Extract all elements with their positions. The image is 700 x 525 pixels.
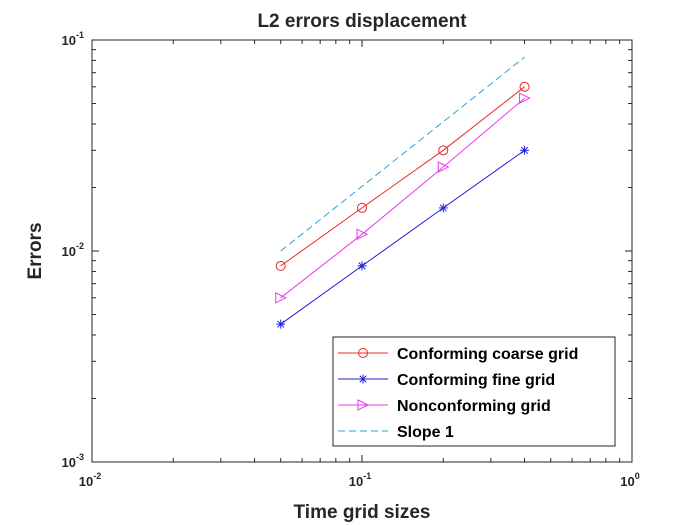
data-point [275, 292, 287, 304]
legend-item: Conforming coarse grid [338, 346, 578, 363]
y-tick-label: 10-1 [62, 30, 84, 48]
legend-item: Nonconforming grid [338, 398, 551, 415]
y-tick-label: 10-3 [62, 452, 84, 470]
legend-box [332, 336, 616, 447]
legend-marker [358, 348, 368, 358]
x-tick-label: 100 [620, 471, 639, 489]
data-point [520, 145, 530, 155]
chart-title: L2 errors displacement [257, 11, 467, 32]
y-tick-label: 10-2 [62, 241, 84, 259]
x-tick-label: 10-1 [349, 471, 371, 489]
data-point [437, 161, 450, 173]
legend-marker [357, 399, 370, 411]
data-point [357, 202, 367, 213]
data-point [275, 260, 286, 271]
data-point [356, 228, 369, 241]
data-point [438, 145, 449, 156]
series-layer [275, 56, 531, 329]
data-point [357, 261, 367, 271]
series-2 [276, 145, 530, 329]
series-line [280, 86, 525, 267]
data-point [519, 92, 531, 104]
legend-label: Slope 1 [397, 424, 454, 441]
data-point [438, 203, 448, 213]
legend: Conforming coarse grid Conforming fine gr… [332, 336, 616, 447]
series-4 [280, 56, 525, 252]
legend-label: Conforming fine grid [397, 372, 555, 389]
legend-label: Nonconforming grid [397, 398, 551, 415]
x-tick-label: 10-2 [79, 471, 101, 489]
series-1 [275, 81, 530, 271]
data-point [276, 319, 286, 329]
legend-item: Conforming fine grid [338, 372, 555, 389]
legend-marker [358, 374, 368, 384]
series-line [280, 56, 525, 252]
data-point [519, 81, 530, 92]
y-axis-label: Errors [25, 222, 46, 279]
legend-item: Slope 1 [338, 424, 454, 441]
legend-label: Conforming coarse grid [397, 346, 578, 363]
series-line [280, 149, 525, 325]
series-line [280, 97, 525, 299]
x-axis-label: Time grid sizes [294, 502, 431, 523]
series-3 [275, 92, 531, 304]
